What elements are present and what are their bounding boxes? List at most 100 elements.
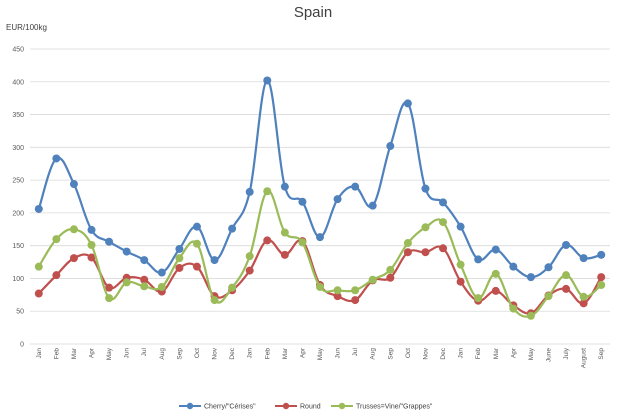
x-tick-label: Jan [458,348,465,359]
legend-label: Cherry/"Cérises" [204,404,256,411]
data-point [368,201,377,210]
x-axis-ticks: Jan Feb Mar Apr May Jun Jul Aug Sep Oct Nov Dec Jan F… [36,347,605,368]
x-tick-label: July [563,347,570,359]
x-tick-label: Feb [53,348,60,360]
series-line [37,190,603,318]
data-point [175,263,184,272]
data-point [351,286,360,295]
data-point [316,282,324,291]
data-point [439,218,448,227]
data-point [333,195,342,204]
y-tick-label: 150 [12,243,24,250]
chart-title: Spain [294,4,332,21]
data-point [192,262,201,271]
x-tick-label: June [545,348,552,362]
x-tick-label: August [581,348,588,368]
data-point [87,253,96,262]
x-tick-label: Mar [282,347,289,359]
data-point [351,182,360,191]
data-point [122,247,131,256]
x-tick-label: May [528,347,535,360]
x-tick-label: Jan [36,348,43,359]
series-group [34,76,606,320]
data-point [263,236,272,245]
data-point [456,222,465,231]
data-point [228,283,237,292]
series-3 [34,187,606,320]
data-point [597,273,606,282]
x-tick-label: Feb [475,348,482,360]
data-point [245,187,254,196]
x-tick-label: Sep [176,348,183,360]
x-tick-label: Apr [299,347,306,358]
data-point [263,76,272,85]
data-point [52,154,61,163]
data-point [34,262,43,271]
data-point [562,241,571,250]
data-point [140,275,149,284]
data-point [544,263,553,272]
data-point [491,286,500,295]
x-tick-label: May [106,347,113,360]
y-tick-label: 450 [12,47,24,54]
x-tick-label: Mar [493,347,500,359]
x-tick-label: Mar [71,347,78,359]
data-point [491,269,500,278]
data-point [439,198,448,207]
x-tick-label: Sep [598,348,605,360]
x-tick-label: Dec [229,347,236,359]
data-point [140,282,149,291]
data-point [509,262,518,271]
x-tick-label: Nov [422,347,429,359]
y-tick-label: 0 [20,342,24,349]
data-point [140,256,149,265]
y-axis-label: EUR/100kg [6,23,47,32]
data-point [122,278,131,287]
y-tick-label: 50 [16,309,24,316]
data-point [579,299,588,308]
data-point [456,277,465,286]
x-tick-label: Oct [194,348,201,358]
legend: Cherry/"Cérises" Round Trusses=Vine/"Grapp… [179,402,433,411]
data-point [562,284,571,293]
x-tick-label: May [317,347,324,360]
legend-label: Trusses=Vine/"Grappes" [356,404,433,411]
x-tick-label: Jul [141,347,148,356]
x-tick-label: Aug [159,348,166,360]
data-point [192,239,201,248]
data-point [421,248,430,257]
data-point [333,286,342,295]
data-point [52,271,61,280]
data-point [245,266,254,275]
grid [30,48,610,345]
data-point [245,252,254,261]
data-point [386,142,395,151]
x-tick-label: Jan [247,348,254,359]
x-tick-label: Jul [352,347,359,356]
data-point [280,228,289,237]
data-point [87,241,96,250]
data-point [456,260,465,269]
data-point [228,224,237,233]
data-point [52,235,61,244]
y-tick-label: 350 [12,112,24,119]
x-tick-label: Jun [335,348,342,359]
x-tick-label: Jun [124,348,131,359]
series-1 [34,76,606,282]
x-tick-label: Aug [370,348,377,360]
y-tick-label: 100 [12,276,24,283]
data-point [157,282,166,291]
data-point [175,244,184,253]
data-point [421,184,430,193]
data-point [333,292,342,301]
data-point [597,281,606,289]
data-point [87,225,96,234]
data-point [351,296,360,305]
y-tick-label: 200 [12,210,24,217]
data-point [316,233,324,242]
data-point [175,254,184,263]
data-point [579,292,588,301]
data-point [562,271,571,280]
